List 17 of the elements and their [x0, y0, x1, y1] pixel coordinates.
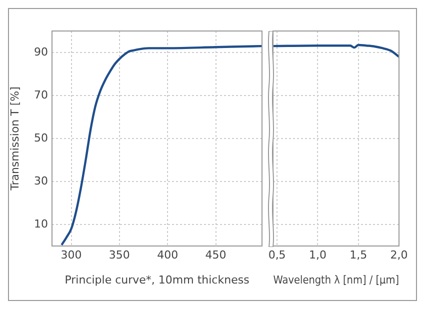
x-axis-title: Principle curve*, 10mm thickness: [64, 273, 250, 286]
x-tick-label: 300: [60, 248, 82, 262]
x-tick-label: 0,5: [268, 248, 286, 262]
x-axis-title: Wavelength λ [nm] / [µm]: [273, 274, 399, 286]
y-tick-label: 90: [34, 45, 48, 58]
x-tick-label: 1,5: [350, 248, 368, 262]
x-tick-label: 1,0: [308, 248, 326, 262]
x-tick-label: 2,0: [390, 248, 408, 262]
x-tick-label: 400: [157, 248, 178, 262]
x-tick-label: 450: [205, 248, 226, 262]
x-tick-label: 350: [108, 248, 130, 262]
line-series: [60, 44, 262, 246]
y-tick-label: 50: [34, 131, 48, 144]
y-tick-label: 10: [34, 217, 48, 230]
y-tick-label: 30: [34, 174, 48, 188]
y-tick-label: 70: [34, 88, 48, 102]
y-axis-title: Transmission T [%]: [8, 86, 22, 192]
